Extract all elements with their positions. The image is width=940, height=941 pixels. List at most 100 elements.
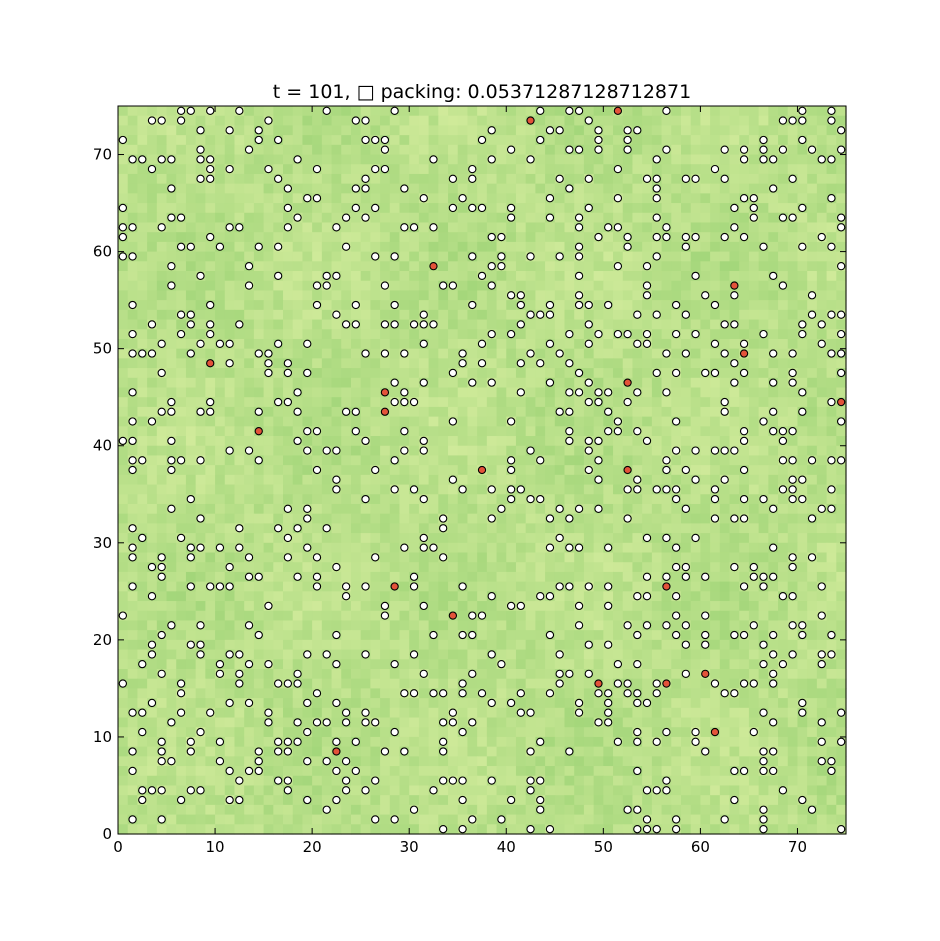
heat-cell (525, 465, 536, 476)
heat-cell (224, 533, 236, 544)
heat-cell (496, 474, 507, 486)
heat-cell (321, 300, 333, 311)
heat-cell (389, 329, 401, 340)
heat-cell (118, 484, 129, 495)
heat-cell (156, 106, 168, 117)
heat-cell (690, 319, 701, 330)
heat-cell (399, 562, 410, 573)
heat-cell (632, 552, 643, 563)
heat-cell (525, 368, 536, 379)
heat-cell (283, 280, 294, 292)
heat-cell (360, 474, 371, 486)
heat-cell (350, 678, 362, 689)
heat-cell (409, 203, 420, 214)
heat-cell (360, 232, 371, 243)
heat-cell (690, 377, 701, 389)
heat-cell (205, 736, 216, 748)
heat-cell (185, 436, 197, 447)
heat-cell (807, 338, 818, 350)
heat-cell (234, 562, 245, 573)
heat-cell (564, 707, 575, 719)
heat-cell (642, 309, 653, 321)
heat-cell (603, 125, 614, 136)
heat-cell (147, 688, 158, 699)
heat-cell (428, 465, 439, 476)
heat-cell (768, 727, 779, 738)
heat-cell (729, 338, 740, 350)
heat-cell (176, 630, 187, 641)
heat-cell (370, 377, 381, 389)
heat-cell (729, 426, 740, 437)
heat-cell (409, 426, 420, 437)
heat-cell (671, 290, 682, 301)
heat-cell (283, 727, 294, 738)
heat-cell (477, 261, 488, 272)
heat-cell (467, 154, 478, 165)
heat-cell (457, 659, 469, 670)
heat-cell (613, 348, 624, 359)
heat-cell (758, 591, 769, 602)
heat-cell (292, 144, 304, 156)
heat-cell (370, 144, 381, 156)
heat-cell (273, 309, 284, 321)
heat-cell (409, 338, 420, 350)
heat-cell (283, 630, 294, 641)
heat-cell (137, 678, 148, 689)
heat-cell (807, 698, 818, 709)
heat-cell (438, 377, 449, 389)
heat-cell (283, 717, 294, 728)
heat-cell (448, 503, 459, 515)
heat-cell (418, 639, 430, 651)
heat-cell (583, 494, 595, 505)
heat-cell (321, 193, 333, 204)
heat-cell (583, 562, 595, 573)
heat-cell (215, 377, 226, 389)
heat-cell (418, 125, 430, 136)
heat-cell (525, 698, 536, 709)
heat-cell (661, 280, 672, 292)
heat-cell (651, 397, 663, 408)
heat-cell (166, 533, 177, 544)
heat-cell (118, 542, 129, 554)
heat-cell (244, 707, 255, 719)
heat-cell (176, 659, 187, 670)
heat-cell (263, 377, 274, 389)
heat-cell (768, 144, 779, 156)
heat-cell (583, 601, 595, 612)
heat-cell (613, 232, 624, 243)
heat-cell (448, 465, 459, 476)
heat-cell (642, 135, 653, 146)
heat-cell (603, 135, 614, 146)
heat-cell (554, 309, 566, 321)
heat-cell (642, 106, 653, 117)
heat-cell (797, 717, 808, 728)
heat-cell (205, 610, 216, 622)
heat-cell (292, 222, 304, 233)
heat-cell (341, 368, 352, 379)
heat-cell (583, 183, 595, 194)
heat-cell (574, 377, 585, 389)
heat-cell (331, 649, 342, 660)
heat-cell (156, 135, 168, 146)
heat-cell (710, 688, 721, 699)
heat-cell (283, 261, 294, 272)
heat-cell (370, 183, 381, 194)
heat-cell (690, 465, 701, 476)
heat-cell (185, 271, 197, 282)
heat-cell (244, 106, 255, 117)
heat-cell (545, 261, 556, 272)
heat-cell (787, 154, 799, 165)
heat-cell (506, 610, 517, 622)
heat-cell (690, 203, 701, 214)
heat-cell (758, 125, 769, 136)
heat-cell (671, 455, 682, 466)
heat-cell (341, 261, 352, 272)
heat-cell (409, 513, 420, 524)
heat-cell (244, 338, 255, 350)
heat-cell (224, 397, 236, 408)
heat-cell (457, 523, 469, 534)
heat-cell (263, 591, 274, 602)
heat-cell (428, 329, 439, 340)
heat-cell (156, 125, 168, 136)
heat-cell (273, 387, 284, 398)
